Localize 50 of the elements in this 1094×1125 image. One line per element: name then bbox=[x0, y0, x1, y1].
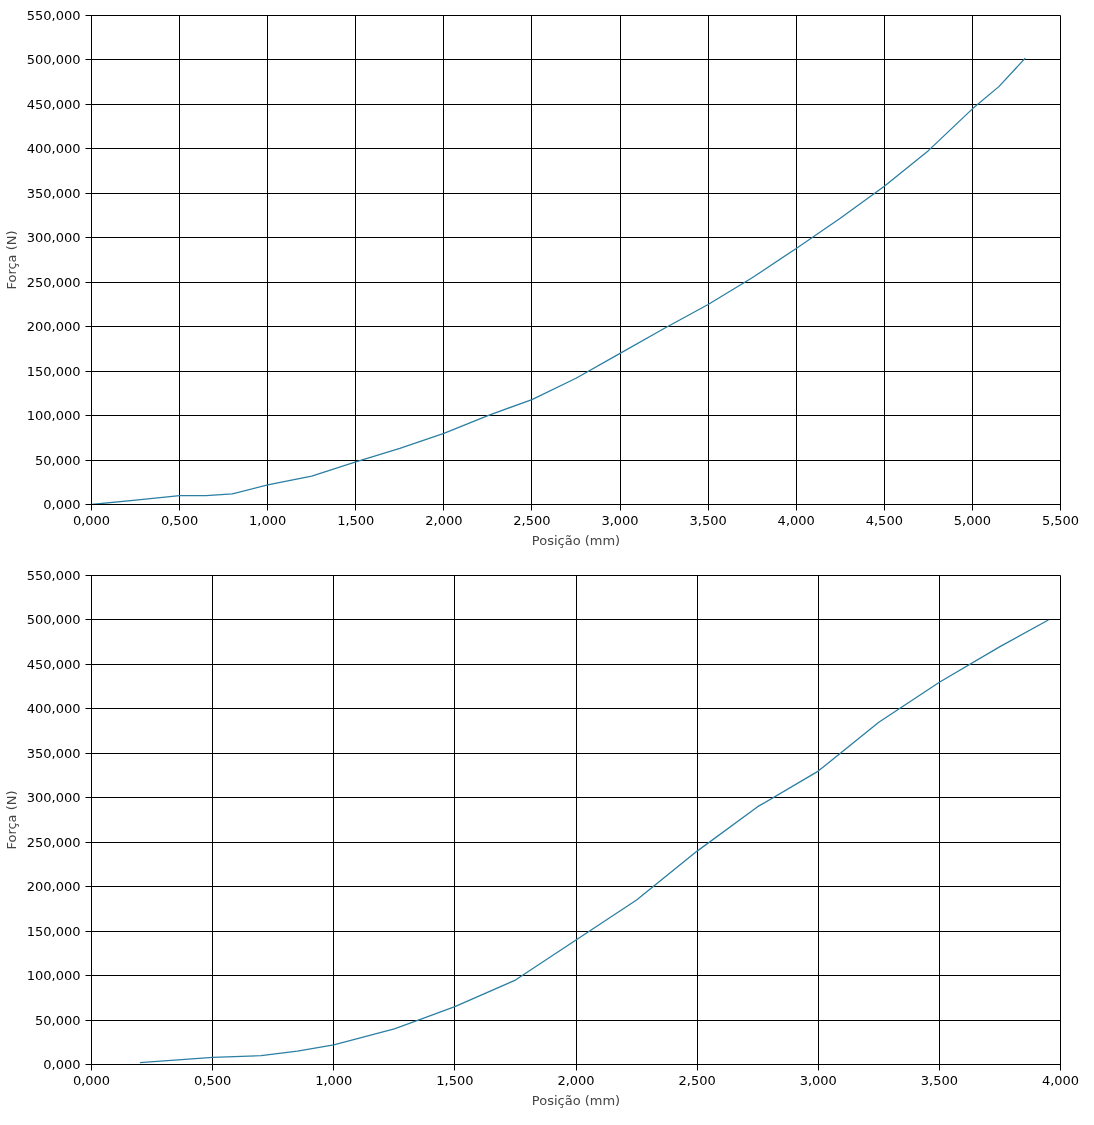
x-tick-label: 4,000 bbox=[1041, 1072, 1080, 1088]
y-tick-label: 550,000 bbox=[26, 8, 81, 23]
x-tick-label: 1,500 bbox=[337, 512, 375, 528]
x-tick-label: 0,500 bbox=[194, 1072, 232, 1088]
y-tick-label: 0,000 bbox=[43, 1057, 81, 1072]
y-axis-title: Força (N) bbox=[3, 790, 19, 850]
x-tick-label: 3,000 bbox=[799, 1072, 837, 1088]
y-tick-label: 50,000 bbox=[35, 1012, 81, 1028]
x-tick-label: 4,500 bbox=[865, 512, 903, 528]
y-axis-title: Força (N) bbox=[3, 230, 19, 290]
x-tick-label: 5,500 bbox=[1041, 512, 1080, 528]
x-tick-label: 3,500 bbox=[920, 1072, 958, 1088]
x-tick-label: 0,000 bbox=[72, 1072, 111, 1088]
y-tick-label: 50,000 bbox=[35, 452, 81, 468]
line-series bbox=[139, 619, 1050, 1064]
x-tick-label: 0,500 bbox=[160, 512, 199, 528]
x-tick-label: 3,000 bbox=[601, 512, 639, 528]
x-tick-label: 4,000 bbox=[777, 512, 815, 528]
y-tick-label: 400,000 bbox=[26, 701, 81, 717]
x-tick-label: 2,000 bbox=[557, 1072, 595, 1088]
x-tick-label: 5,000 bbox=[953, 512, 992, 528]
x-tick-label: 1,000 bbox=[249, 512, 287, 528]
x-tick-label: 3,500 bbox=[689, 512, 727, 528]
y-tick-label: 150,000 bbox=[26, 363, 81, 379]
y-tick-label: 300,000 bbox=[26, 230, 81, 246]
x-tick-label: 2,500 bbox=[513, 512, 551, 528]
x-axis-title: Posição (mm) bbox=[531, 532, 621, 548]
y-tick-label: 200,000 bbox=[26, 319, 81, 335]
y-tick-label: 250,000 bbox=[26, 274, 81, 290]
y-tick-label: 200,000 bbox=[26, 879, 81, 895]
y-tick-label: 250,000 bbox=[26, 834, 81, 850]
y-tick-label: 450,000 bbox=[26, 96, 81, 112]
x-tick-label: 0,000 bbox=[72, 512, 111, 528]
y-tick-label: 550,000 bbox=[26, 568, 81, 583]
y-tick-label: 450,000 bbox=[26, 656, 81, 672]
y-tick-label: 150,000 bbox=[26, 923, 81, 939]
y-tick-label: 350,000 bbox=[26, 745, 81, 761]
y-tick-label: 400,000 bbox=[26, 141, 81, 157]
y-tick-label: 100,000 bbox=[26, 968, 81, 984]
y-tick-label: 350,000 bbox=[26, 185, 81, 201]
x-tick-label: 2,000 bbox=[425, 512, 463, 528]
x-tick-label: 2,500 bbox=[678, 1072, 716, 1088]
y-tick-label: 500,000 bbox=[26, 52, 81, 68]
y-tick-label: 100,000 bbox=[26, 408, 81, 424]
y-tick-label: 500,000 bbox=[26, 612, 81, 628]
y-tick-label: 0,000 bbox=[43, 497, 81, 512]
x-axis-title: Posição (mm) bbox=[531, 1092, 621, 1108]
x-tick-label: 1,500 bbox=[436, 1072, 474, 1088]
x-tick-label: 1,000 bbox=[315, 1072, 353, 1088]
y-tick-label: 300,000 bbox=[26, 790, 81, 806]
